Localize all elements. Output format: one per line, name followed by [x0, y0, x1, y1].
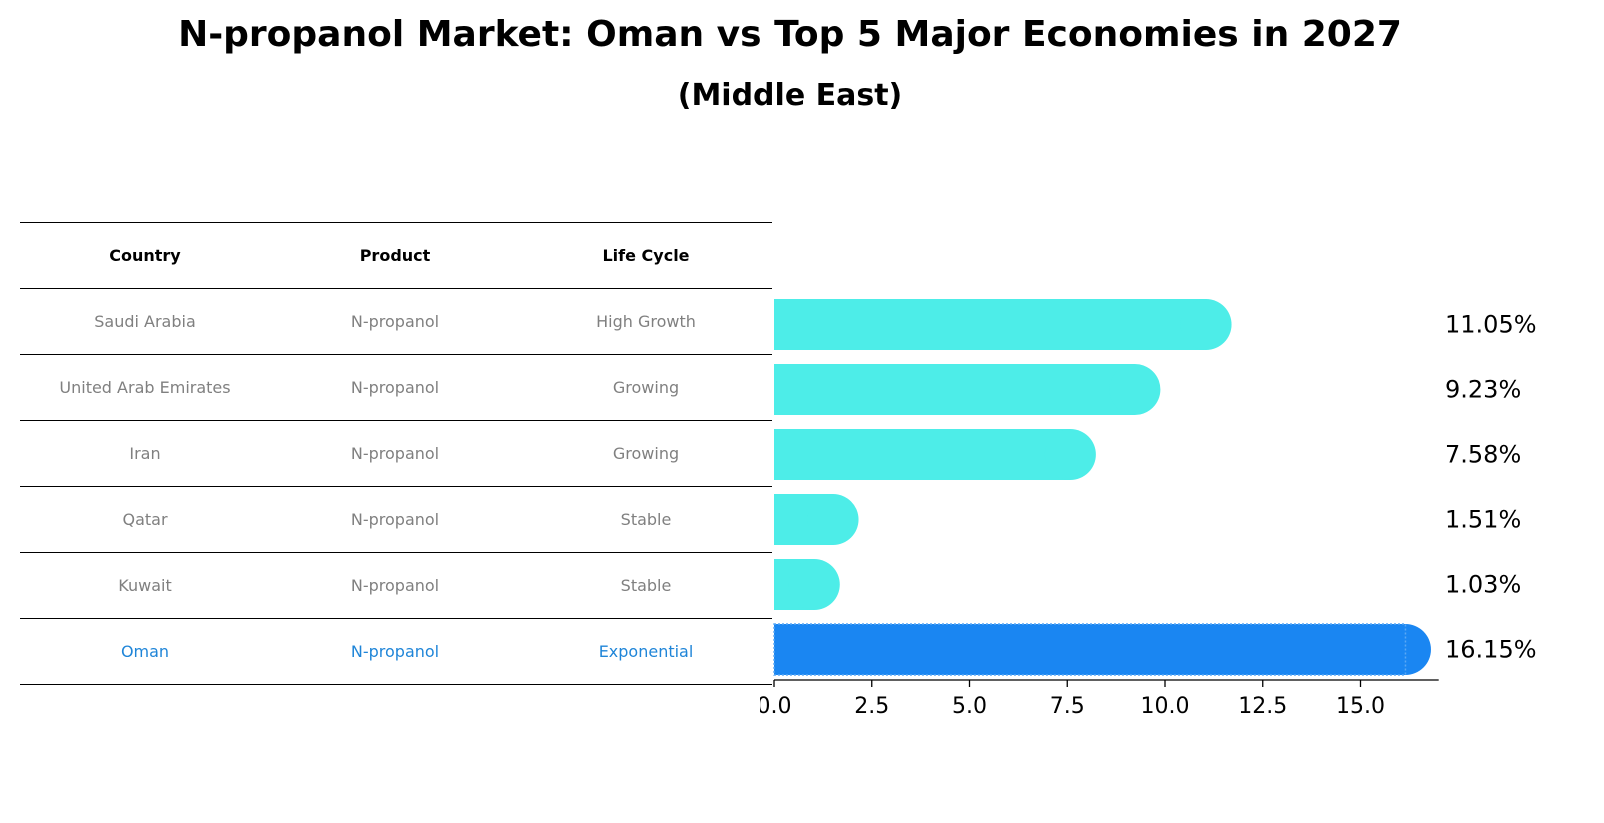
bar-cap: [1180, 299, 1232, 350]
x-tick-label: 10.0: [1141, 694, 1190, 719]
cell-country: Iran: [20, 420, 270, 487]
chart-title: N-propanol Market: Oman vs Top 5 Major E…: [178, 14, 1402, 55]
table-row: United Arab Emirates N-propanol Growing: [20, 354, 772, 421]
bar-cap: [1044, 429, 1096, 480]
bar-cap: [1109, 364, 1161, 415]
x-tick-label: 12.5: [1238, 694, 1287, 719]
bar-cap: [807, 494, 859, 545]
table-header-row: Country Product Life Cycle: [20, 222, 772, 289]
header-life-cycle: Life Cycle: [520, 222, 772, 289]
cell-product: N-propanol: [270, 354, 520, 421]
cell-life-cycle: High Growth: [520, 288, 772, 355]
table-row-highlighted: Oman N-propanol Exponential: [20, 618, 772, 685]
cell-product: N-propanol: [270, 486, 520, 553]
cell-country: Saudi Arabia: [20, 288, 270, 355]
cell-product: N-propanol: [270, 420, 520, 487]
cell-life-cycle: Growing: [520, 354, 772, 421]
table-row: Qatar N-propanol Stable: [20, 486, 772, 553]
x-tick-label: 2.5: [854, 694, 889, 719]
cell-product: N-propanol: [270, 618, 520, 685]
bar: [774, 624, 1406, 675]
bar-cap: [788, 559, 840, 610]
bar: [774, 429, 1071, 480]
x-tick-label: 5.0: [952, 694, 987, 719]
table-row: Saudi Arabia N-propanol High Growth: [20, 288, 772, 355]
cell-life-cycle: Growing: [520, 420, 772, 487]
bar-value-label: 16.15%: [1445, 636, 1537, 664]
data-table: Country Product Life Cycle Saudi Arabia …: [20, 222, 772, 685]
bar: [774, 299, 1207, 350]
cell-country: Kuwait: [20, 552, 270, 619]
x-tick-label: 15.0: [1336, 694, 1385, 719]
table-row: Iran N-propanol Growing: [20, 420, 772, 487]
bar-value-label: 1.51%: [1445, 506, 1521, 534]
chart-subtitle: (Middle East): [677, 78, 903, 113]
cell-product: N-propanol: [270, 288, 520, 355]
bar-chart: 11.05% 9.23% 7.58% 1.51% 1.03% 16.15% 0.0 2.5 5.…: [760, 299, 1537, 719]
bar-highlight-outline: [773, 623, 1407, 676]
bar: [774, 364, 1135, 415]
table-row: Kuwait N-propanol Stable: [20, 552, 772, 619]
cell-life-cycle: Exponential: [520, 618, 772, 685]
header-product: Product: [270, 222, 520, 289]
cell-life-cycle: Stable: [520, 486, 772, 553]
cell-country: United Arab Emirates: [20, 354, 270, 421]
bar-value-label: 9.23%: [1445, 376, 1521, 404]
bar-value-label: 11.05%: [1445, 311, 1537, 339]
cell-product: N-propanol: [270, 552, 520, 619]
bar-value-label: 1.03%: [1445, 571, 1521, 599]
bar-value-label: 7.58%: [1445, 441, 1521, 469]
header-country: Country: [20, 222, 270, 289]
cell-life-cycle: Stable: [520, 552, 772, 619]
x-tick-label: 7.5: [1050, 694, 1085, 719]
cell-country: Oman: [20, 618, 270, 685]
cell-country: Qatar: [20, 486, 270, 553]
x-tick-label: 0.0: [760, 694, 792, 719]
